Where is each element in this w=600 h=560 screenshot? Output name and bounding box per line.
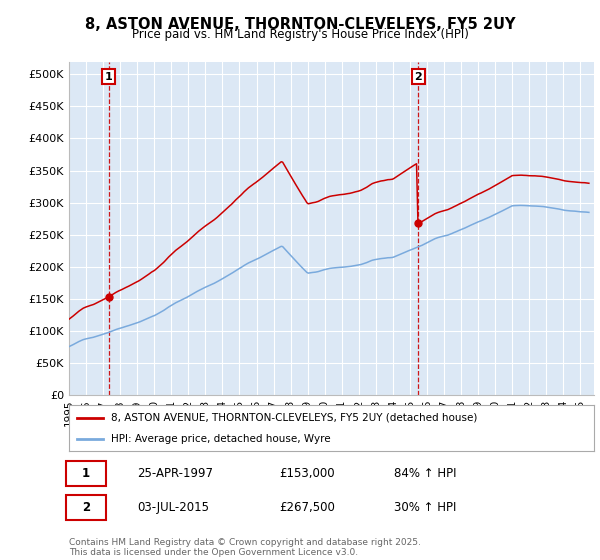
- Text: 1: 1: [104, 72, 112, 82]
- FancyBboxPatch shape: [67, 495, 106, 520]
- Text: HPI: Average price, detached house, Wyre: HPI: Average price, detached house, Wyre: [111, 435, 331, 444]
- Text: Contains HM Land Registry data © Crown copyright and database right 2025.
This d: Contains HM Land Registry data © Crown c…: [69, 538, 421, 557]
- Text: 1: 1: [82, 467, 90, 480]
- Text: 30% ↑ HPI: 30% ↑ HPI: [395, 501, 457, 514]
- Text: Price paid vs. HM Land Registry's House Price Index (HPI): Price paid vs. HM Land Registry's House …: [131, 28, 469, 41]
- Text: £267,500: £267,500: [279, 501, 335, 514]
- Text: 84% ↑ HPI: 84% ↑ HPI: [395, 467, 457, 480]
- Text: 2: 2: [415, 72, 422, 82]
- Text: 25-APR-1997: 25-APR-1997: [137, 467, 213, 480]
- Text: 03-JUL-2015: 03-JUL-2015: [137, 501, 209, 514]
- Text: £153,000: £153,000: [279, 467, 335, 480]
- Text: 8, ASTON AVENUE, THORNTON-CLEVELEYS, FY5 2UY (detached house): 8, ASTON AVENUE, THORNTON-CLEVELEYS, FY5…: [111, 413, 478, 423]
- Text: 2: 2: [82, 501, 90, 514]
- Text: 8, ASTON AVENUE, THORNTON-CLEVELEYS, FY5 2UY: 8, ASTON AVENUE, THORNTON-CLEVELEYS, FY5…: [85, 17, 515, 32]
- FancyBboxPatch shape: [67, 461, 106, 486]
